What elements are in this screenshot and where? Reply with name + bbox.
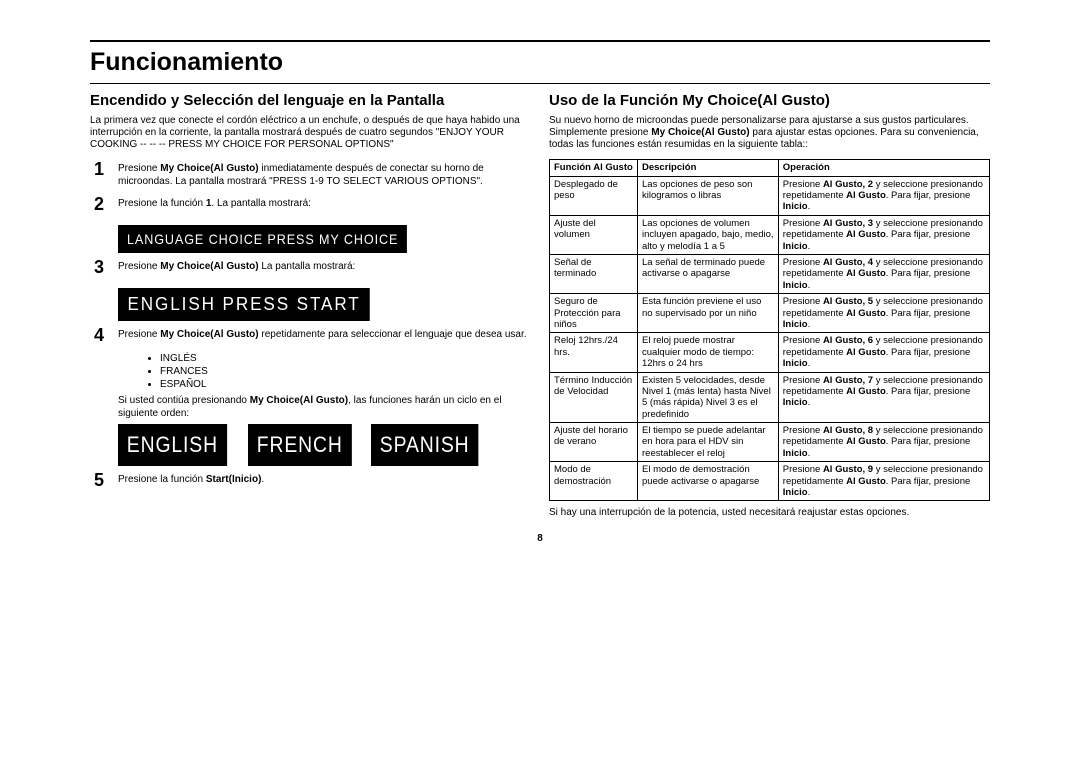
td-function: Seguro de Protección para niños [550, 294, 638, 333]
lcd-chip: ENGLISH [118, 424, 227, 466]
td-function: Ajuste del volumen [550, 215, 638, 254]
table-row: Reloj 12hrs./24 hrs.El reloj puede mostr… [550, 333, 990, 372]
td-function: Ajuste del horario de verano [550, 423, 638, 462]
step-body: Presione My Choice(Al Gusto) La pantalla… [118, 257, 531, 274]
note-text: Si usted contiúa presionando [118, 395, 250, 406]
right-intro: Su nuevo horno de microondas puede perso… [549, 115, 990, 151]
step-body: Presione My Choice(Al Gusto) repetidamen… [118, 325, 531, 342]
td-operation: Presione Al Gusto, 7 y seleccione presio… [778, 372, 989, 423]
table-row: Seguro de Protección para niñosEsta func… [550, 294, 990, 333]
td-description: El reloj puede mostrar cualquier modo de… [638, 333, 779, 372]
lcd-display-2: ENGLISH PRESS START [118, 288, 370, 321]
th-function: Función Al Gusto [550, 160, 638, 176]
step-text: Presione [118, 163, 160, 174]
th-description: Descripción [638, 160, 779, 176]
step-4-note: Si usted contiúa presionando My Choice(A… [118, 395, 531, 420]
td-function: Modo de demostración [550, 462, 638, 501]
td-description: Esta función previene el uso no supervis… [638, 294, 779, 333]
step-bold: My Choice(Al Gusto) [160, 261, 258, 272]
table-row: Modo de demostraciónEl modo de demostrac… [550, 462, 990, 501]
lang-option: ESPAÑOL [160, 378, 531, 391]
lcd-chip: SPANISH [371, 424, 478, 466]
step-body: Presione la función Start(Inicio). [118, 470, 531, 487]
horizontal-rule [90, 83, 990, 84]
step-3: 3 Presione My Choice(Al Gusto) La pantal… [90, 257, 531, 278]
td-operation: Presione Al Gusto, 3 y seleccione presio… [778, 215, 989, 254]
table-row: Ajuste del horario de veranoEl tiempo se… [550, 423, 990, 462]
right-section-title: Uso de la Función My Choice(Al Gusto) [549, 92, 990, 109]
steps-list: 1 Presione My Choice(Al Gusto) inmediata… [90, 159, 531, 491]
step-text: Presione la función [118, 474, 206, 485]
td-description: La señal de terminado puede activarse o … [638, 254, 779, 293]
step-text: . [261, 474, 264, 485]
left-column: Encendido y Selección del lenguaje en la… [90, 92, 531, 527]
td-function: Término Inducción de Velocidad [550, 372, 638, 423]
td-operation: Presione Al Gusto, 6 y seleccione presio… [778, 333, 989, 372]
table-row: Desplegado de pesoLas opciones de peso s… [550, 176, 990, 215]
td-function: Señal de terminado [550, 254, 638, 293]
td-operation: Presione Al Gusto, 8 y seleccione presio… [778, 423, 989, 462]
content-columns: Encendido y Selección del lenguaje en la… [90, 92, 990, 527]
step-text: Presione [118, 329, 160, 340]
lcd-display-1: LANGUAGE CHOICE PRESS MY CHOICE [118, 225, 407, 253]
functions-table: Función Al Gusto Descripción Operación D… [549, 159, 990, 501]
lang-option: INGLÉS [160, 352, 531, 365]
td-description: Las opciones de peso son kilogramos o li… [638, 176, 779, 215]
page-frame: Funcionamiento Encendido y Selección del… [90, 40, 990, 544]
step-number: 1 [90, 159, 108, 180]
step-5: 5 Presione la función Start(Inicio). [90, 470, 531, 491]
td-operation: Presione Al Gusto, 2 y seleccione presio… [778, 176, 989, 215]
step-4: 4 Presione My Choice(Al Gusto) repetidam… [90, 325, 531, 346]
step-text: . La pantalla mostrará: [211, 198, 311, 209]
step-text: repetidamente para seleccionar el lengua… [259, 329, 527, 340]
step-number: 5 [90, 470, 108, 491]
step-text: Presione la función [118, 198, 206, 209]
td-description: Existen 5 velocidades, desde Nivel 1 (má… [638, 372, 779, 423]
step-text: La pantalla mostrará: [259, 261, 356, 272]
step-number: 2 [90, 194, 108, 215]
page-title: Funcionamiento [90, 48, 990, 77]
td-function: Reloj 12hrs./24 hrs. [550, 333, 638, 372]
step-bold: Start(Inicio) [206, 474, 262, 485]
note-bold: My Choice(Al Gusto) [250, 395, 348, 406]
step-number: 4 [90, 325, 108, 346]
step-body: Presione la función 1. La pantalla mostr… [118, 194, 531, 211]
table-row: Ajuste del volumenLas opciones de volume… [550, 215, 990, 254]
td-operation: Presione Al Gusto, 4 y seleccione presio… [778, 254, 989, 293]
step-body: Presione My Choice(Al Gusto) inmediatame… [118, 159, 531, 188]
td-description: Las opciones de volumen incluyen apagado… [638, 215, 779, 254]
left-intro: La primera vez que conecte el cordón elé… [90, 115, 531, 151]
right-footnote: Si hay una interrupción de la potencia, … [549, 507, 990, 519]
intro-bold: My Choice(Al Gusto) [651, 127, 749, 138]
th-operation: Operación [778, 160, 989, 176]
td-function: Desplegado de peso [550, 176, 638, 215]
step-bold: My Choice(Al Gusto) [160, 163, 258, 174]
td-operation: Presione Al Gusto, 5 y seleccione presio… [778, 294, 989, 333]
lcd-display-row: ENGLISH FRENCH SPANISH [118, 424, 531, 466]
right-column: Uso de la Función My Choice(Al Gusto) Su… [549, 92, 990, 527]
page-number: 8 [90, 533, 990, 544]
lcd-chip: FRENCH [248, 424, 352, 466]
td-description: El modo de demostración puede activarse … [638, 462, 779, 501]
step-bold: My Choice(Al Gusto) [160, 329, 258, 340]
td-operation: Presione Al Gusto, 9 y seleccione presio… [778, 462, 989, 501]
left-section-title: Encendido y Selección del lenguaje en la… [90, 92, 531, 109]
step-text: Presione [118, 261, 160, 272]
lang-option: FRANCES [160, 365, 531, 378]
step-number: 3 [90, 257, 108, 278]
language-options: INGLÉS FRANCES ESPAÑOL [160, 352, 531, 391]
table-row: Término Inducción de VelocidadExisten 5 … [550, 372, 990, 423]
step-1: 1 Presione My Choice(Al Gusto) inmediata… [90, 159, 531, 188]
td-description: El tiempo se puede adelantar en hora par… [638, 423, 779, 462]
table-row: Señal de terminadoLa señal de terminado … [550, 254, 990, 293]
step-2: 2 Presione la función 1. La pantalla mos… [90, 194, 531, 215]
